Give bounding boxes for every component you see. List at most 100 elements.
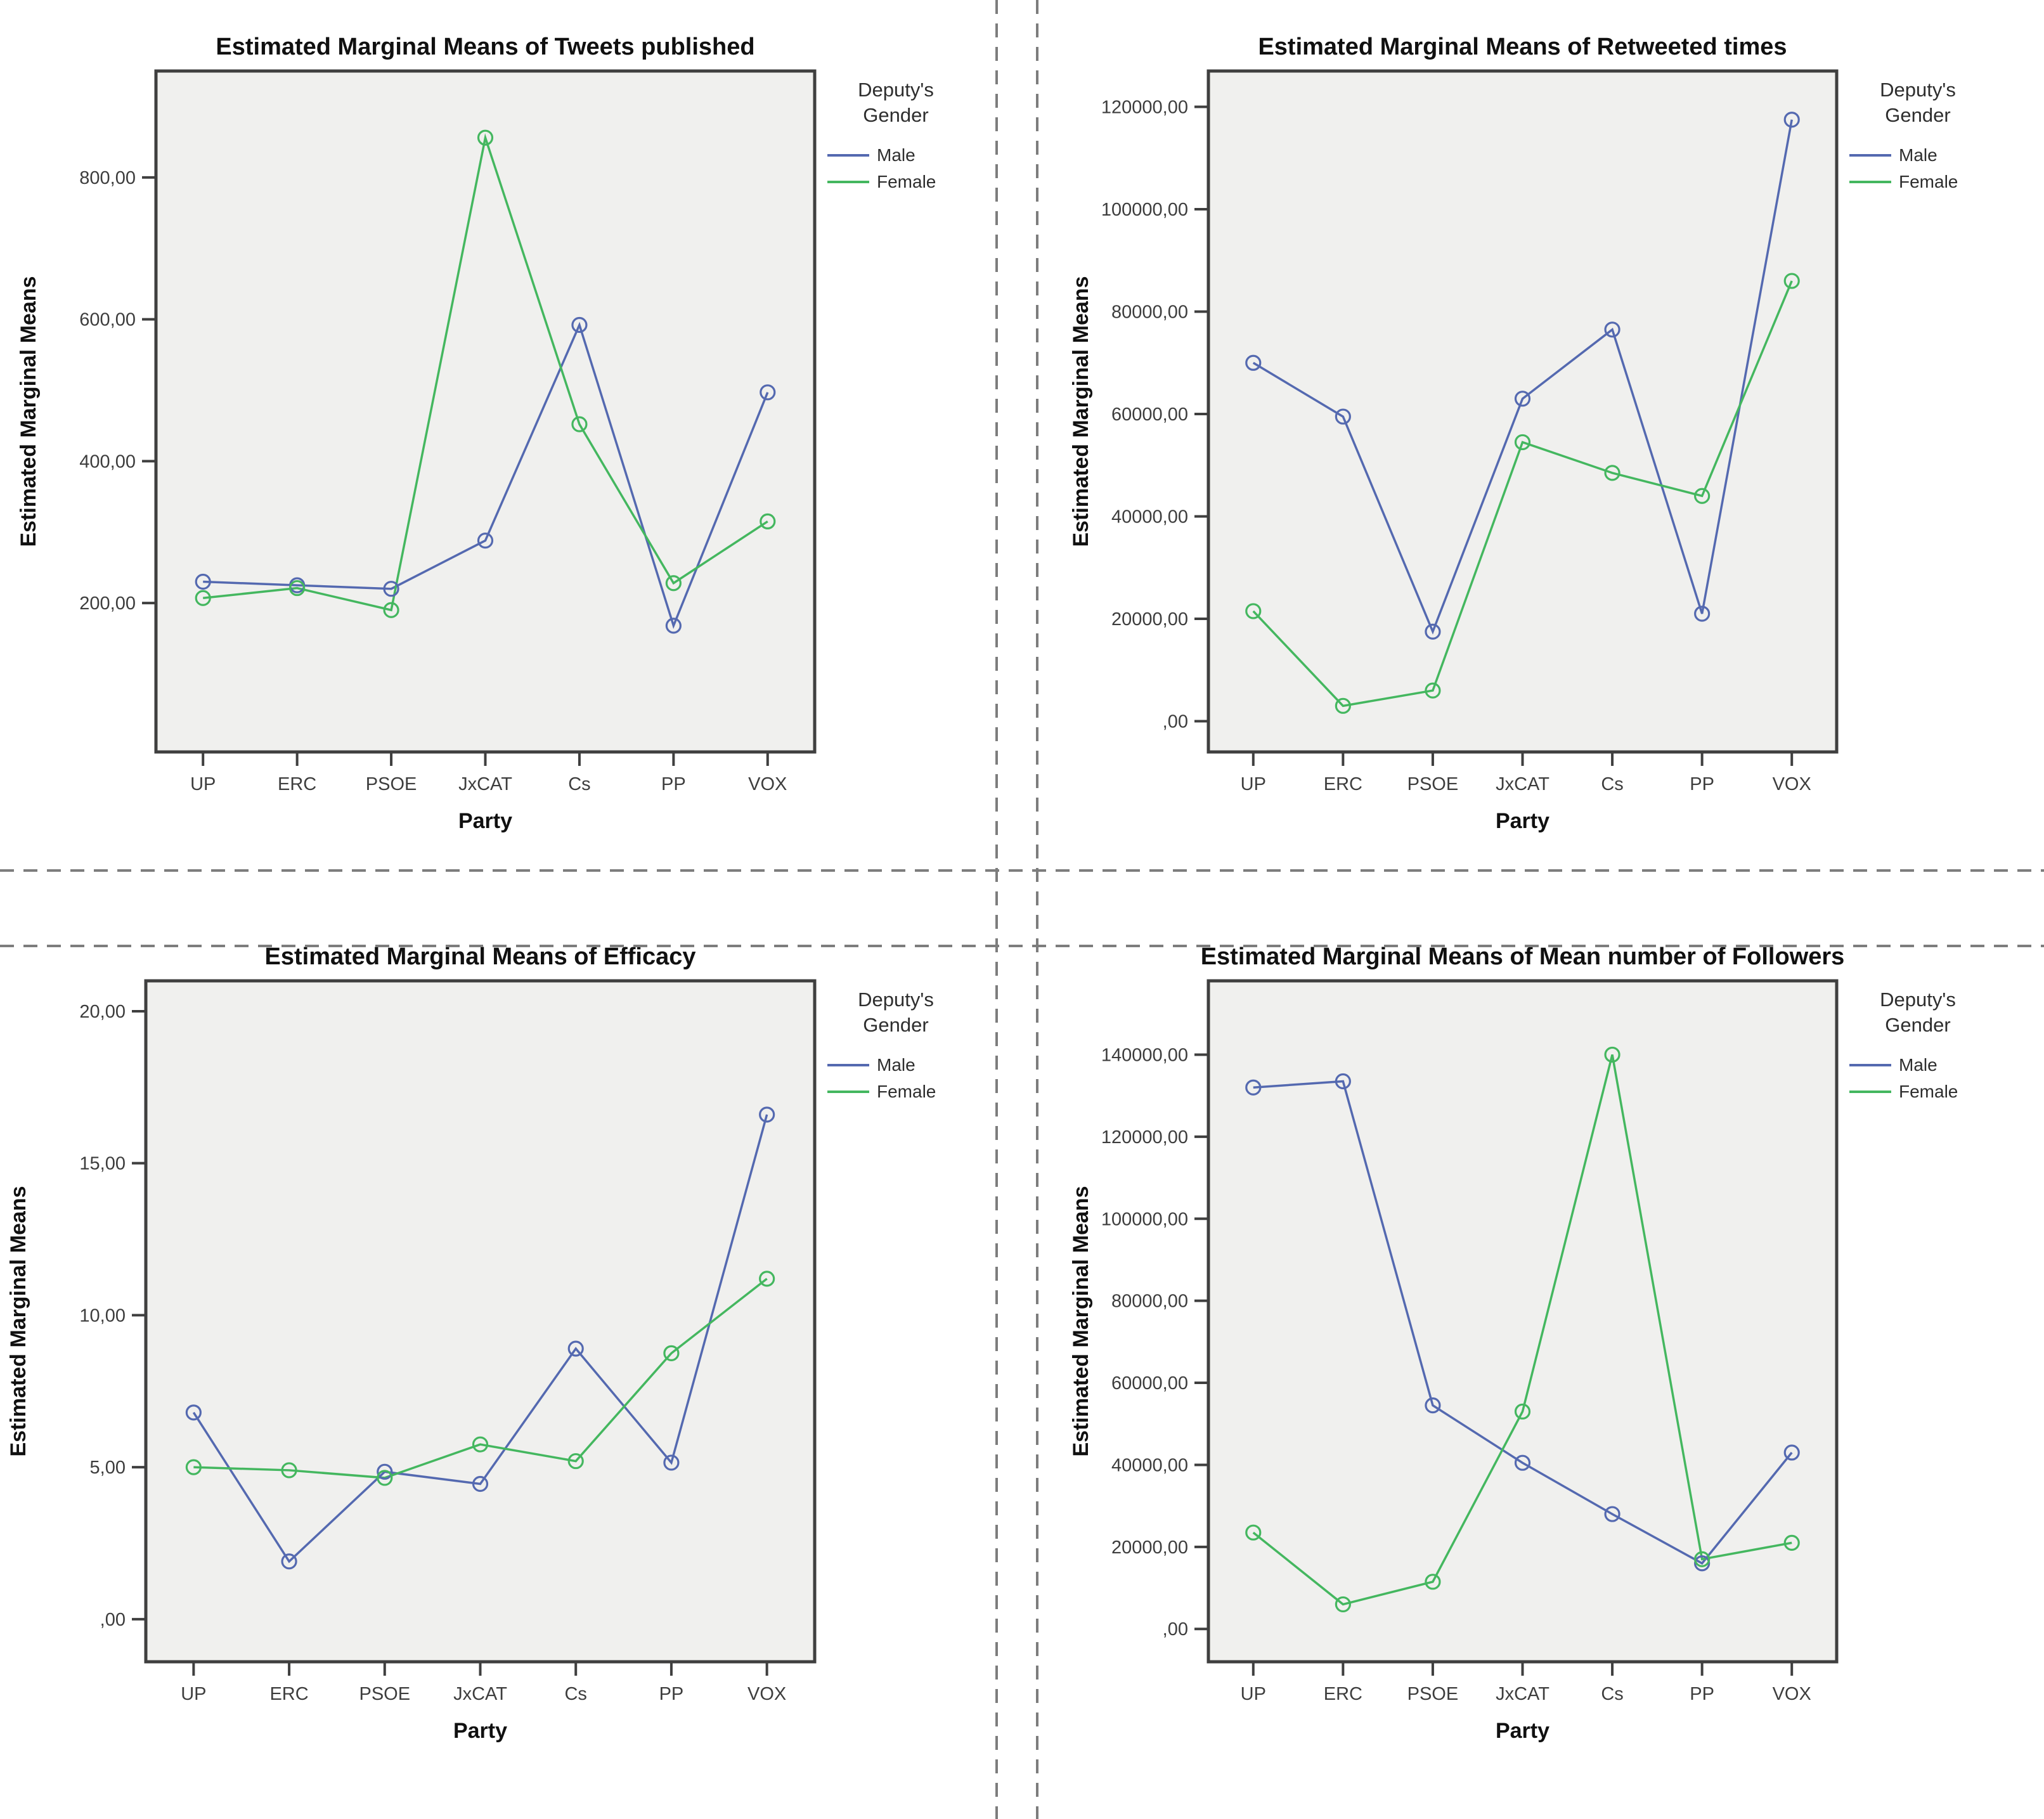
x-tick-label: ERC [1324, 774, 1362, 794]
y-tick-label: 40000,00 [1111, 507, 1188, 528]
x-tick-label: Cs [1601, 1684, 1623, 1704]
data-point-female [1335, 697, 1351, 714]
data-point-male [665, 618, 682, 634]
y-tick-label: 600,00 [79, 310, 136, 330]
legend-title: Gender [863, 104, 928, 126]
legend-label-female: Female [1899, 1082, 1958, 1101]
x-tick-label: VOX [1773, 774, 1811, 794]
x-tick-label: ERC [278, 774, 316, 794]
data-point-female [665, 575, 682, 592]
vertical-divider-right [1036, 0, 1038, 1819]
data-point-female [1694, 1551, 1711, 1567]
plot-area [1206, 69, 1839, 754]
data-point-female [1604, 1046, 1620, 1063]
data-point-male [477, 533, 494, 549]
series-line-female [1252, 1054, 1792, 1606]
x-tick-label: PP [659, 1684, 684, 1704]
y-tick-label: 80000,00 [1111, 302, 1188, 323]
data-point-female [477, 129, 494, 146]
data-point-female [1425, 682, 1441, 699]
data-point-male [1245, 354, 1262, 371]
plot-area [154, 69, 817, 754]
y-tick-label: 20000,00 [1111, 1537, 1188, 1558]
y-tick-label: 15,00 [79, 1154, 126, 1174]
data-point-female [195, 590, 211, 606]
y-tick-label: 10,00 [79, 1305, 126, 1326]
y-tick-label: 80000,00 [1111, 1291, 1188, 1312]
data-point-female [759, 1271, 775, 1287]
y-tick-label: ,00 [1163, 712, 1188, 732]
data-point-female [383, 602, 399, 618]
series-line-male [192, 1114, 768, 1563]
plot-area [1206, 979, 1839, 1664]
data-point-female [1514, 434, 1531, 451]
x-tick-label: ERC [269, 1684, 308, 1704]
data-point-male [1783, 112, 1800, 128]
y-tick-label: 400,00 [79, 451, 136, 472]
chart-followers: Estimated Marginal Means of Mean number … [1069, 943, 1958, 1743]
legend-label-female: Female [877, 172, 936, 191]
y-tick-label: 20000,00 [1111, 609, 1188, 630]
x-tick-label: PSOE [366, 774, 417, 794]
horizontal-divider-bottom [0, 945, 2044, 947]
data-point-female [1514, 1403, 1531, 1420]
y-axis-label: Estimated Marginal Means [16, 276, 41, 547]
x-tick-label: PP [1690, 774, 1714, 794]
chart-retweeted-times: Estimated Marginal Means of Retweeted ti… [1069, 34, 1958, 833]
legend-label-male: Male [877, 1055, 915, 1075]
horizontal-divider-top [0, 869, 2044, 872]
x-tick-label: Cs [568, 774, 590, 794]
x-tick-label: VOX [747, 1684, 786, 1704]
y-axis-label: Estimated Marginal Means [1069, 276, 1093, 547]
legend-label-male: Male [1899, 1055, 1937, 1075]
data-point-male [1514, 391, 1531, 407]
vertical-divider-left [995, 0, 998, 1819]
y-axis-label: Estimated Marginal Means [6, 1186, 30, 1456]
plot-area [144, 979, 817, 1664]
y-tick-label: ,00 [100, 1610, 126, 1630]
data-point-male [195, 573, 211, 590]
data-point-male [383, 581, 399, 597]
x-tick-label: ERC [1324, 1684, 1362, 1704]
x-tick-label: UP [181, 1684, 206, 1704]
data-point-male [1335, 408, 1351, 425]
x-axis-label: Party [1496, 809, 1549, 833]
data-point-male [1783, 1444, 1800, 1461]
legend-title: Gender [1885, 1014, 1950, 1036]
data-point-male [663, 1454, 680, 1471]
x-tick-label: PP [1690, 1684, 1714, 1704]
x-axis-label: Party [1496, 1719, 1549, 1743]
x-tick-label: JxCAT [453, 1684, 507, 1704]
data-point-male [472, 1475, 489, 1492]
data-point-male [1425, 623, 1441, 640]
chart-tweets-published: Estimated Marginal Means of Tweets publi… [16, 34, 936, 833]
chart-title: Estimated Marginal Means of Mean number … [1201, 943, 1845, 970]
data-point-male [1245, 1079, 1262, 1096]
data-point-male [1335, 1073, 1351, 1090]
chart-title: Estimated Marginal Means of Efficacy [265, 943, 696, 970]
panel-efficacy: Estimated Marginal Means of Efficacy Esti… [0, 910, 1022, 1819]
x-tick-label: UP [1241, 774, 1266, 794]
data-point-male [377, 1463, 393, 1480]
series-line-male [1253, 1080, 1793, 1565]
data-point-female [472, 1436, 489, 1453]
data-point-female [1783, 273, 1800, 289]
data-point-male [760, 384, 776, 401]
panel-retweeted-times: Estimated Marginal Means of Retweeted ti… [1022, 0, 2044, 909]
data-point-male [1694, 1555, 1711, 1572]
x-tick-label: JxCAT [458, 774, 512, 794]
x-tick-label: VOX [1773, 1684, 1811, 1704]
y-tick-label: 120000,00 [1101, 98, 1188, 118]
y-tick-label: 100000,00 [1101, 200, 1188, 220]
x-tick-label: PSOE [1407, 1684, 1459, 1704]
legend-label-male: Male [877, 145, 915, 165]
data-point-female [1245, 603, 1262, 619]
y-axis-label: Estimated Marginal Means [1069, 1186, 1093, 1456]
data-point-male [1425, 1397, 1441, 1414]
y-tick-label: ,00 [1163, 1619, 1188, 1640]
data-point-male [567, 1340, 584, 1357]
x-tick-label: Cs [1601, 774, 1623, 794]
y-tick-label: 120000,00 [1101, 1127, 1188, 1148]
legend-title: Deputy's [1880, 988, 1956, 1011]
x-tick-label: Cs [564, 1684, 586, 1704]
